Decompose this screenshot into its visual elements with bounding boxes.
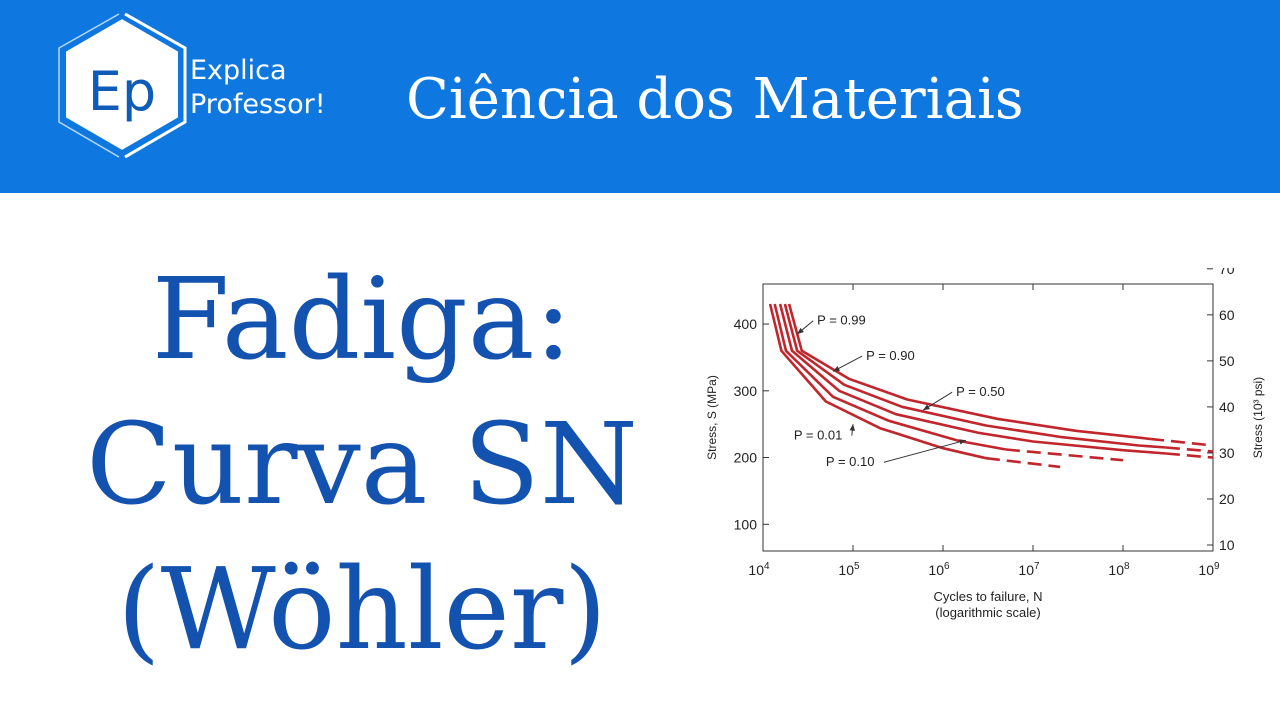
series-line-dashed <box>1005 448 1124 462</box>
series-line-dashed <box>1149 437 1214 447</box>
series-line <box>787 303 1151 441</box>
explica-professor-logo: Ep <box>58 12 187 159</box>
series-line <box>768 303 987 460</box>
y-tick-label: 400 <box>734 316 758 332</box>
x-tick-label: 105 <box>838 561 860 578</box>
series-label-arrowhead <box>959 439 966 445</box>
series-label: P = 0.50 <box>956 384 1005 399</box>
brand-line-2: Professor! <box>190 89 326 120</box>
chart-series <box>768 303 1214 469</box>
brand-name: Explica Professor! <box>190 54 326 122</box>
lesson-title-line-2: Curva SN <box>86 400 638 530</box>
x-tick-label: 108 <box>1108 561 1130 578</box>
series-label: P = 0.90 <box>866 348 915 363</box>
course-title: Ciência dos Materiais <box>406 67 1024 132</box>
y2-tick-label: 70 <box>1219 268 1235 277</box>
y2-tick-label: 60 <box>1219 307 1235 323</box>
lesson-title-line-1: Fadiga: <box>151 255 573 385</box>
y2-tick-label: 10 <box>1219 537 1235 553</box>
series-line-dashed <box>985 456 1061 469</box>
series-label-arrowhead <box>849 424 856 431</box>
series-line-dashed <box>1165 452 1214 459</box>
chart-axes <box>762 268 1214 552</box>
y2-axis-label: Stress (10³ psi) <box>1251 377 1265 458</box>
lesson-title-line-3: (Wöhler) <box>116 545 608 675</box>
y-tick-label: 300 <box>734 383 758 399</box>
series-line <box>778 303 1166 455</box>
y-axis-label: Stress, S (MPa) <box>705 375 719 460</box>
x-axis-sublabel: (logarithmic scale) <box>935 605 1040 620</box>
x-tick-label: 106 <box>928 561 950 578</box>
series-line-dashed <box>1165 446 1214 453</box>
y2-tick-label: 50 <box>1219 353 1235 369</box>
series-label: P = 0.99 <box>817 313 866 328</box>
series-line <box>783 303 1166 449</box>
lesson-title: Fadiga: Curva SN (Wöhler) <box>12 248 712 683</box>
series-label: P = 0.10 <box>826 454 875 469</box>
y2-tick-label: 20 <box>1219 491 1235 507</box>
brand-line-1: Explica <box>190 55 287 86</box>
y2-tick-label: 40 <box>1219 399 1235 415</box>
series-label-leader <box>883 439 967 463</box>
series-label-arrowhead <box>797 327 804 335</box>
series-label-arrowhead <box>833 366 841 372</box>
x-axis-label: Cycles to failure, N <box>933 589 1042 604</box>
sn-curve-chart: 104 105 106 107 108 109 100 200 300 400 10 20 30 40 50… <box>705 268 1265 620</box>
series-label-arrowhead <box>923 404 930 411</box>
x-tick-label: 107 <box>1018 561 1040 578</box>
y2-tick-label: 30 <box>1219 445 1235 461</box>
header-banner: Ep Explica Professor! Ciência dos Materi… <box>0 0 1280 193</box>
logo-text: Ep <box>88 60 156 123</box>
plot-frame <box>762 283 1214 552</box>
x-tick-label: 109 <box>1198 561 1220 578</box>
y-tick-label: 200 <box>734 450 758 466</box>
series-label: P = 0.01 <box>794 428 843 443</box>
chart-labels: 104 105 106 107 108 109 100 200 300 400 10 20 30 40 50… <box>705 268 1265 620</box>
y-tick-label: 100 <box>734 516 758 532</box>
x-tick-label: 104 <box>748 561 770 578</box>
series-line <box>773 303 1007 451</box>
